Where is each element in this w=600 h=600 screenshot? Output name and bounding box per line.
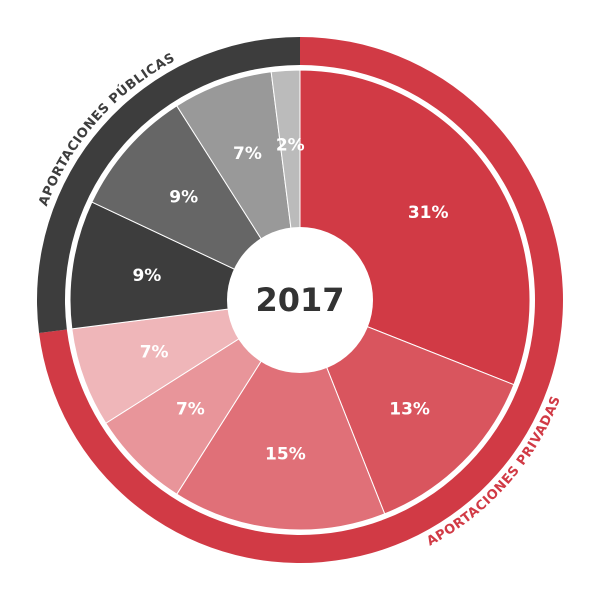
value-label: 7% (140, 343, 169, 363)
value-label: 31% (408, 203, 449, 223)
marks: 31%13%15%7%7%APORTACIONES PRIVADAS9%9%7%… (36, 37, 563, 563)
value-label: 13% (389, 400, 430, 420)
value-label: 9% (169, 187, 198, 207)
group-ring (36, 37, 300, 333)
value-label: 7% (176, 400, 205, 420)
center-hole (227, 227, 373, 373)
value-label: 2% (276, 135, 305, 155)
value-label: 9% (132, 266, 161, 286)
chart-title: 2017 (255, 281, 344, 319)
value-label: 15% (265, 444, 306, 464)
value-label: 7% (233, 144, 262, 164)
